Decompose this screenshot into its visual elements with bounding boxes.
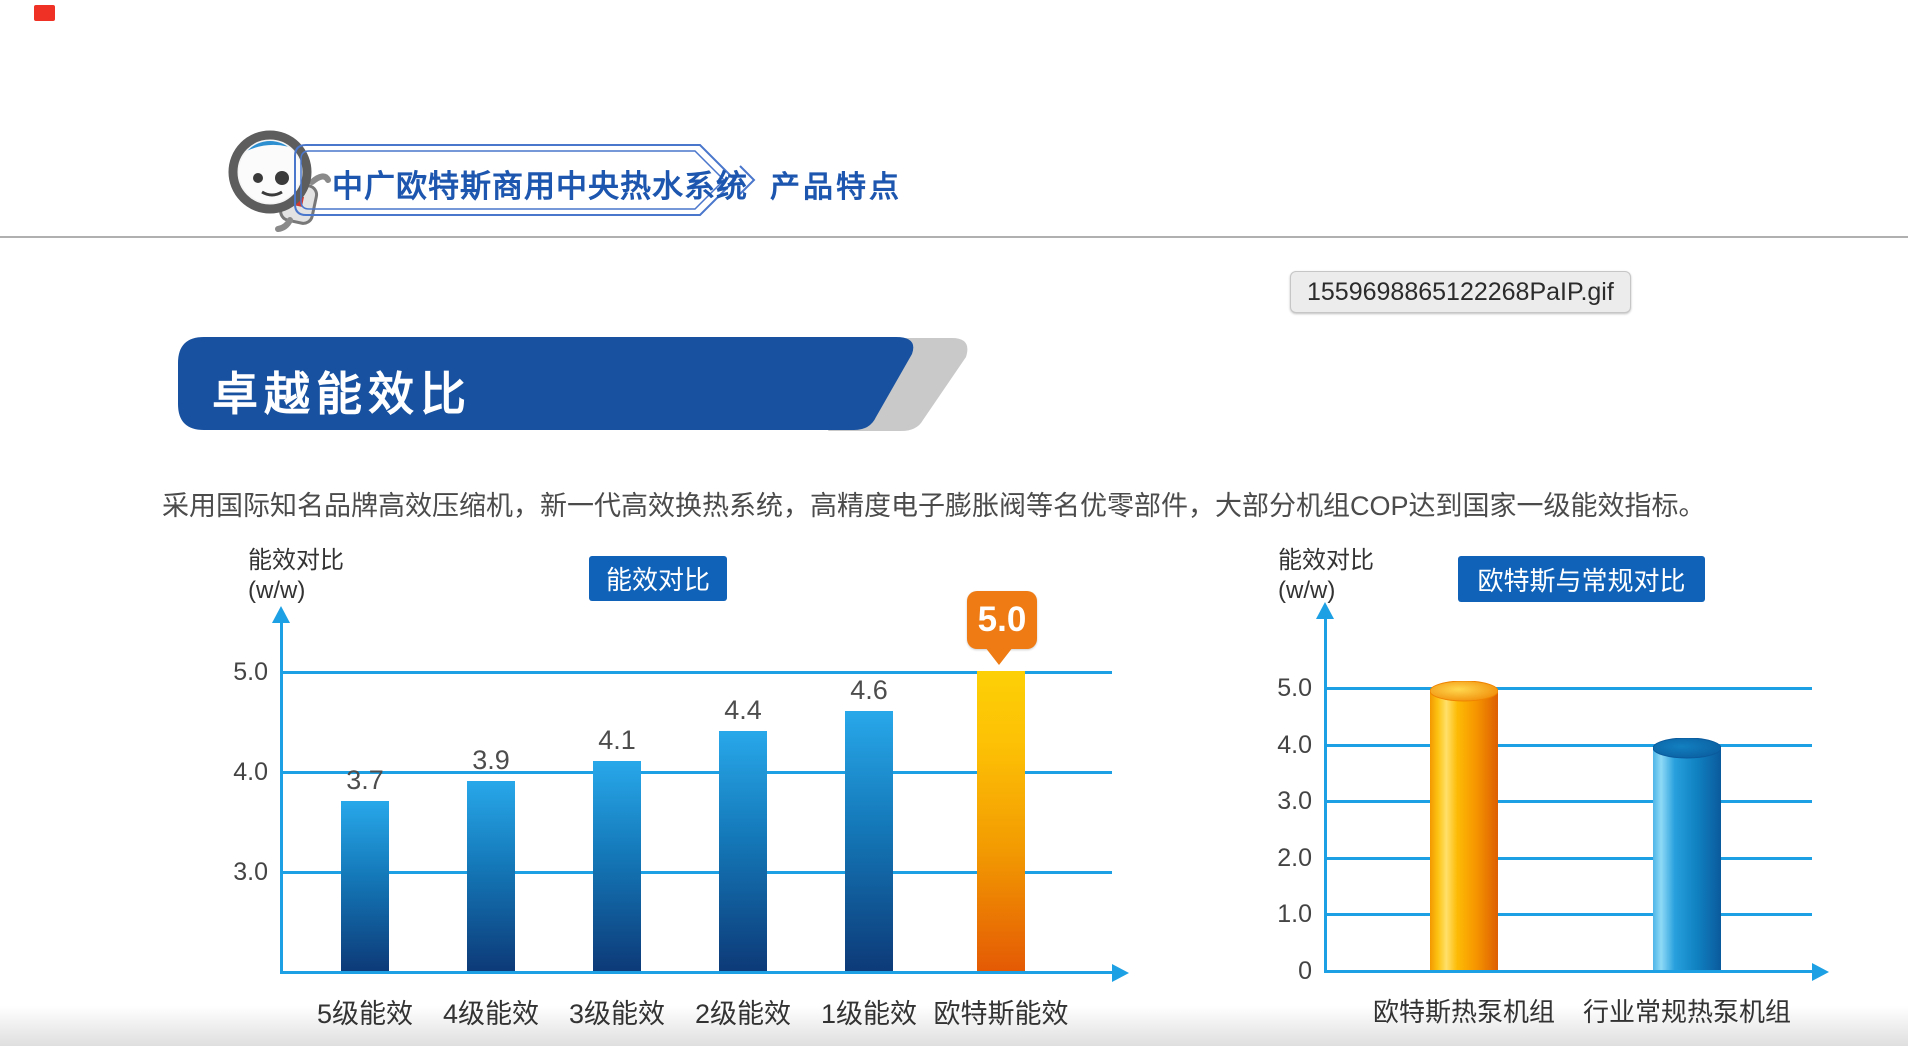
category-label: 行业常规热泵机组 — [1582, 997, 1791, 1027]
cylinder-bar — [1429, 680, 1499, 970]
y-axis-arrow-icon — [1316, 602, 1334, 619]
category-label: 3级能效 — [568, 999, 666, 1029]
brand-title: 中广欧特斯商用中央热水系统 — [332, 169, 748, 204]
bar — [593, 761, 641, 971]
chart2-axis-label: 能效对比 (w/w) — [1278, 546, 1374, 606]
category-label: 欧特斯能效 — [933, 999, 1069, 1029]
category-label: 1级能效 — [820, 999, 918, 1029]
bar — [467, 781, 515, 971]
grid-line — [1324, 857, 1812, 860]
category-label: 欧特斯热泵机组 — [1372, 997, 1555, 1027]
chart2-axis-label-line2: (w/w) — [1278, 577, 1336, 604]
page-section-title: 产品特点 — [770, 171, 902, 204]
bar — [341, 801, 389, 971]
banner-blue-shape — [178, 337, 914, 430]
brand-title-frame — [294, 144, 756, 216]
y-tick-label: 4.0 — [1277, 731, 1312, 759]
bar-value-label: 4.4 — [724, 695, 762, 725]
bar-value-label: 3.9 — [472, 745, 510, 775]
y-tick-label: 3.0 — [1277, 787, 1312, 815]
category-label: 5级能效 — [316, 999, 414, 1029]
highlight-bar — [977, 671, 1025, 971]
chart2-axis-label-line1: 能效对比 — [1278, 547, 1374, 574]
header-divider — [0, 236, 1908, 238]
section-banner-title: 卓越能效比 — [212, 368, 472, 420]
y-tick-label: 5.0 — [233, 658, 268, 686]
bar-value-label: 4.6 — [850, 675, 888, 705]
grid-line — [1324, 744, 1812, 747]
bar-value-label: 3.7 — [346, 765, 384, 795]
x-axis — [1324, 970, 1812, 973]
callout-bubble: 5.0 — [967, 591, 1037, 649]
bar-value-label: 4.1 — [598, 725, 636, 755]
bar — [845, 711, 893, 971]
section-description: 采用国际知名品牌高效压缩机，新一代高效换热系统，高精度电子膨胀阀等名优零部件，大… — [162, 491, 1706, 521]
grid-line — [280, 871, 1112, 874]
x-axis-arrow-icon — [1812, 963, 1829, 981]
grid-line — [280, 771, 1112, 774]
image-filename-tooltip: 1559698865122268PaIP.gif — [1290, 271, 1631, 313]
red-marker — [34, 5, 55, 21]
y-tick-label: 2.0 — [1277, 844, 1312, 872]
y-tick-label: 0 — [1298, 957, 1312, 985]
chart1-title-badge: 能效对比 — [589, 556, 727, 601]
y-axis — [280, 622, 283, 974]
y-tick-label: 4.0 — [233, 758, 268, 786]
grid-line — [1324, 687, 1812, 690]
cylinder-bar — [1652, 737, 1722, 970]
y-tick-label: 5.0 — [1277, 674, 1312, 702]
bottom-gradient — [0, 1006, 1908, 1046]
x-axis-arrow-icon — [1112, 964, 1129, 982]
x-axis — [280, 971, 1112, 974]
y-tick-label: 3.0 — [233, 858, 268, 886]
callout-tail-icon — [985, 647, 1013, 665]
chart1-axis-label-line1: 能效对比 — [248, 547, 344, 574]
category-label: 2级能效 — [694, 999, 792, 1029]
mascot-logo — [228, 130, 331, 232]
grid-line — [1324, 913, 1812, 916]
grid-line — [1324, 800, 1812, 803]
chart1-axis-label: 能效对比 (w/w) — [248, 546, 344, 606]
category-label: 4级能效 — [442, 999, 540, 1029]
grid-line — [280, 671, 1112, 674]
chart2-title-badge: 欧特斯与常规对比 — [1458, 556, 1705, 602]
chart1-axis-label-line2: (w/w) — [248, 577, 306, 604]
section-banner — [178, 337, 968, 431]
y-axis — [1324, 618, 1327, 973]
y-tick-label: 1.0 — [1277, 900, 1312, 928]
bar — [719, 731, 767, 971]
y-axis-arrow-icon — [272, 606, 290, 623]
